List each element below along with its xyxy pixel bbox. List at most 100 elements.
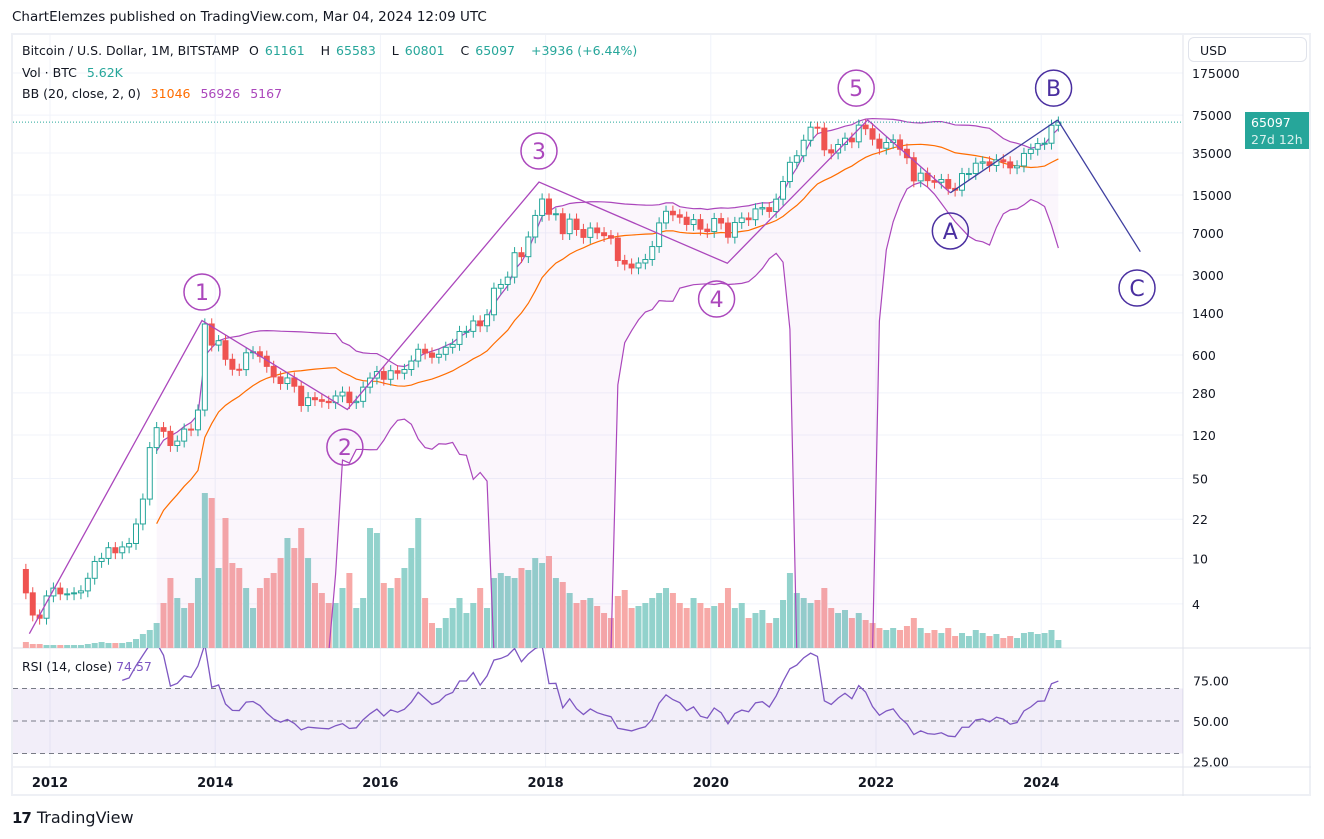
candle-body xyxy=(181,428,188,442)
volume-bar xyxy=(656,593,663,648)
ohlc-high-label: H xyxy=(320,43,331,58)
chart-frame xyxy=(11,33,1311,796)
ohlc-high: H 65583 xyxy=(321,43,382,58)
candle-body xyxy=(546,198,552,215)
volume-bar xyxy=(236,568,243,648)
candle-body xyxy=(814,126,821,129)
volume-bar xyxy=(1020,633,1027,648)
candle-body xyxy=(690,219,697,225)
volume-bar xyxy=(305,558,312,648)
volume-bar xyxy=(683,608,690,648)
candle-body xyxy=(518,252,525,258)
wave-correction-line xyxy=(949,119,1059,194)
volume-bar xyxy=(387,588,394,648)
rsi-legend[interactable]: RSI (14, close) 74.57 xyxy=(22,659,152,674)
volume-bar xyxy=(731,608,738,648)
symbol-legend[interactable]: Bitcoin / U.S. Dollar, 1M, BITSTAMP O 611… xyxy=(22,43,643,58)
volume-bar xyxy=(594,606,601,648)
price-tick-label: 4 xyxy=(1192,597,1200,612)
candle-body xyxy=(119,546,126,554)
candle-body xyxy=(422,348,429,354)
candle-body xyxy=(559,213,566,235)
wave-label-c: C xyxy=(1129,277,1144,302)
bb-legend[interactable]: BB (20, close, 2, 0) 31046 56926 5167 xyxy=(22,86,288,101)
publisher-line: ChartElemzes published on TradingView.co… xyxy=(12,9,487,25)
candle-body xyxy=(759,207,766,210)
volume-bar xyxy=(126,642,133,648)
candle-body xyxy=(284,377,291,384)
volume-bar xyxy=(835,613,842,648)
candle-body xyxy=(862,124,869,130)
volume-bar xyxy=(435,628,442,648)
rsi-label: RSI (14, close) xyxy=(22,659,113,674)
candle-body xyxy=(525,236,532,258)
candle-body xyxy=(1014,165,1021,169)
volume-bar xyxy=(394,578,401,648)
candle-body xyxy=(511,252,518,278)
currency-button[interactable]: USD xyxy=(1188,37,1307,62)
wave-label-5: 5 xyxy=(849,77,863,102)
volume-bar xyxy=(669,593,676,648)
bb-lower-value: 5167 xyxy=(250,86,283,101)
volume-bar xyxy=(504,576,511,648)
candle-body xyxy=(64,593,71,596)
volume-value: 5.62K xyxy=(86,65,123,80)
volume-bar xyxy=(965,636,972,648)
candle-body xyxy=(71,592,78,595)
time-tick-label: 2018 xyxy=(528,776,564,791)
volume-bar xyxy=(105,643,112,648)
volume-bar xyxy=(298,528,305,648)
price-tick-label: 120 xyxy=(1192,428,1216,443)
candle-body xyxy=(490,287,497,316)
volume-bar xyxy=(635,606,642,648)
wave-label-a: A xyxy=(943,220,958,245)
candle-body xyxy=(325,400,332,404)
bb-basis-line xyxy=(156,143,1059,524)
volume-bar xyxy=(449,608,456,648)
volume-bar xyxy=(325,603,332,648)
candle-body xyxy=(704,228,711,233)
candle-body xyxy=(77,590,84,594)
volume-bar xyxy=(601,613,608,648)
volume-bar xyxy=(690,598,697,648)
price-tick-label: 1400 xyxy=(1192,306,1224,321)
candle-body xyxy=(979,161,986,164)
candle-body xyxy=(346,391,353,404)
candle-body xyxy=(305,397,312,407)
candle-body xyxy=(277,376,284,384)
candle-body xyxy=(910,157,917,182)
candle-body xyxy=(752,208,759,221)
volume-bar xyxy=(938,633,945,648)
candle-body xyxy=(401,368,408,374)
candle-body xyxy=(133,523,139,544)
volume-legend[interactable]: Vol · BTC 5.62K xyxy=(22,65,129,80)
volume-bar xyxy=(642,603,649,648)
candle-body xyxy=(903,148,910,159)
candle-body xyxy=(773,198,780,212)
candle-body xyxy=(566,218,573,235)
volume-bar xyxy=(663,588,670,648)
candle-body xyxy=(607,235,614,239)
price-tick-label: 7000 xyxy=(1192,226,1224,241)
volume-bar xyxy=(780,600,787,648)
volume-bar xyxy=(745,618,752,648)
volume-bar xyxy=(1027,632,1034,648)
candle-body xyxy=(649,246,656,261)
volume-bar xyxy=(146,630,153,648)
candle-body xyxy=(387,370,394,380)
volume-bar xyxy=(580,600,587,648)
wave-label-circle xyxy=(1118,269,1156,307)
tradingview-footer[interactable]: 17 TradingView xyxy=(12,808,134,827)
candle-body xyxy=(477,320,484,327)
volume-bar xyxy=(952,636,959,648)
candle-body xyxy=(972,162,979,174)
price-tick-label: 175000 xyxy=(1192,66,1240,81)
candle-body xyxy=(449,343,456,348)
time-tick-label: 2016 xyxy=(362,776,398,791)
volume-bar xyxy=(256,588,263,648)
wave-label-1: 1 xyxy=(195,281,209,306)
candle-body xyxy=(869,128,876,140)
wave-label-circle xyxy=(837,69,875,107)
volume-bar xyxy=(876,628,883,648)
